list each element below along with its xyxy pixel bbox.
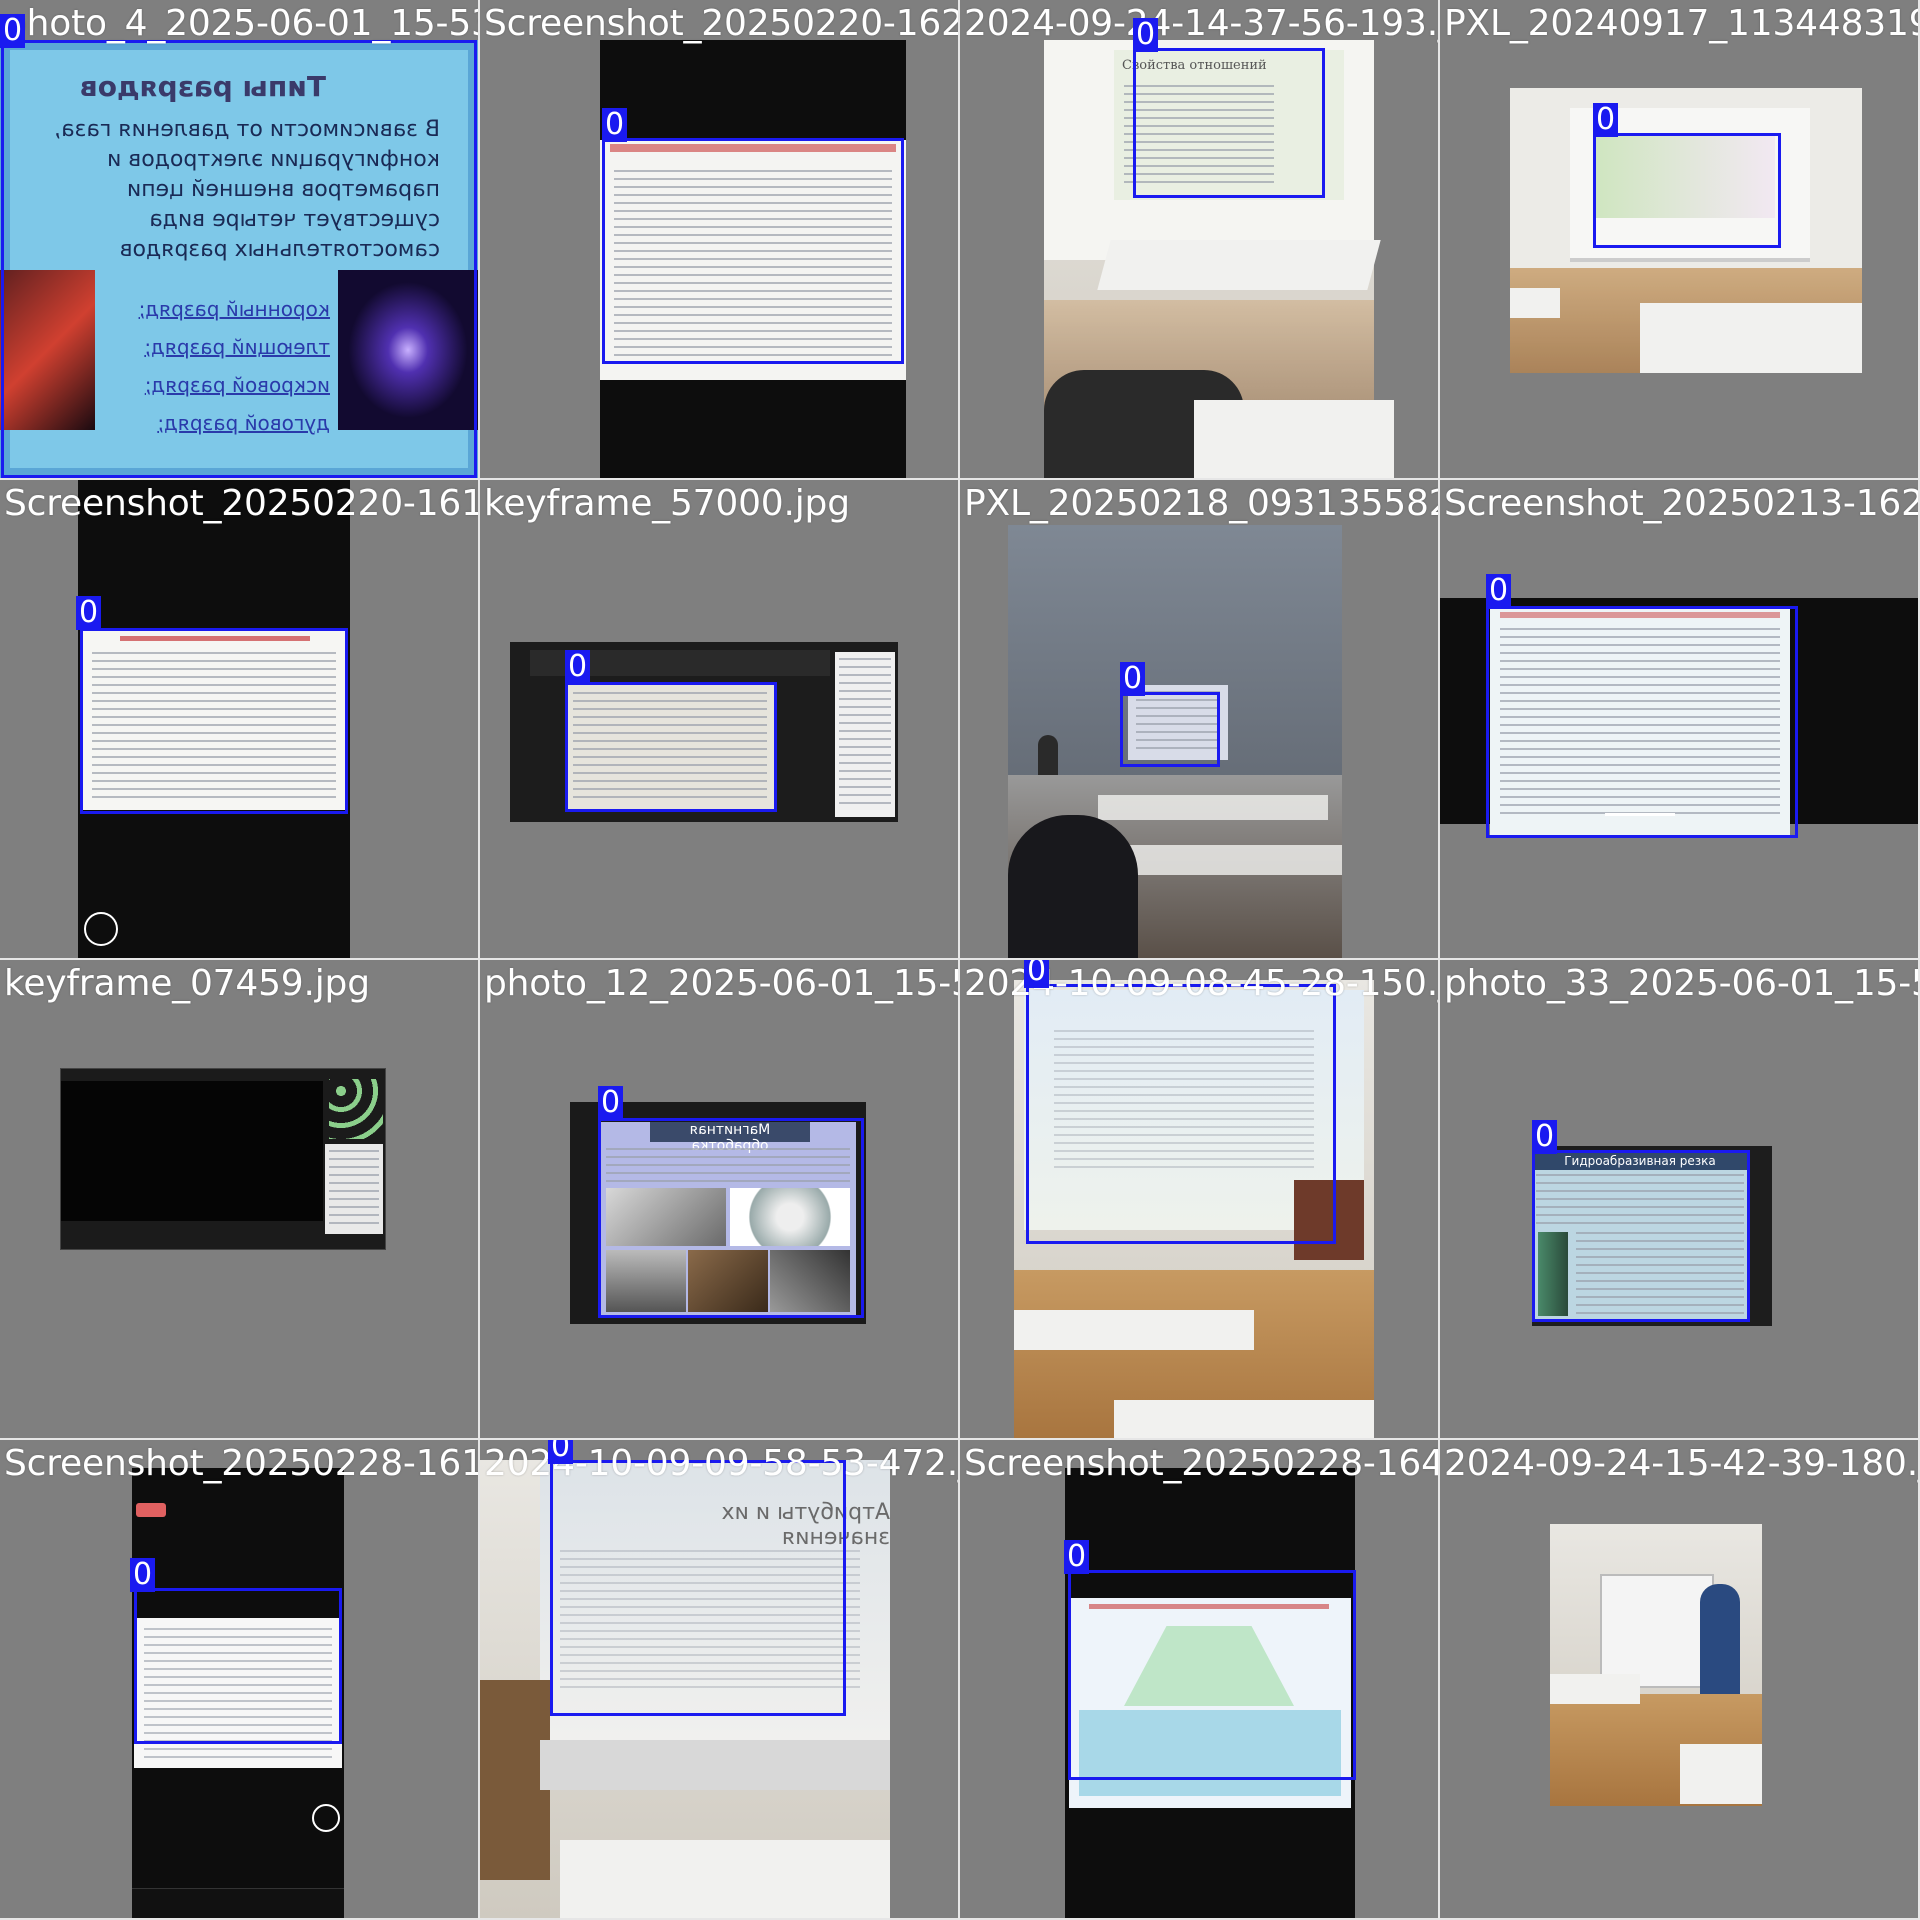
bbox-label: 0 [1532,1120,1558,1154]
file-name: 2024-09-24-14-37-56-193.jpg [964,3,1438,44]
zoom-screenshot [60,1068,386,1250]
room-photo: Атрибуты и их значения [480,1460,890,1918]
slide-photo: Типы разрядов В зависимости от давления … [0,40,478,478]
file-name: keyframe_07459.jpg [4,963,370,1004]
file-name: Screenshot_20250228-164403_Zoom.png [964,1443,1438,1484]
bbox-label: 0 [130,1558,156,1592]
bbox [602,138,904,364]
phone-screenshot [1065,1468,1355,1918]
bbox-label: 0 [1064,1540,1090,1574]
bbox-label: 0 [598,1086,624,1120]
tile-12: Гидроабразивная резка 0 photo_33_2025-06… [1440,960,1918,1438]
tile-13: 0 Screenshot_20250228-161352_Zoom.png [0,1440,478,1918]
file-name: Screenshot_20250213-1624 [1444,483,1918,524]
bbox-label: 0 [1486,574,1512,608]
file-name: Screenshot_20250228-161352_Zoom.png [4,1443,478,1484]
file-name: photo_33_2025-06-01_15-53 [1444,963,1918,1004]
bbox-label: 0 [0,14,26,48]
bbox [550,1460,846,1716]
file-name: Screenshot_20250220-162016_Zoom.png [484,3,958,44]
tile-15: 0 Screenshot_20250228-164403_Zoom.png [960,1440,1438,1918]
bbox [1120,692,1220,767]
tile-6: 0 keyframe_57000.jpg [480,480,958,958]
tile-5: 0 Screenshot_20250220-161947_Zoom.png [0,480,478,958]
bbox [1133,48,1325,198]
bbox [1532,1150,1750,1322]
bbox [1068,1570,1356,1780]
bbox [80,628,348,814]
tile-9: keyframe_07459.jpg [0,960,478,1438]
file-name: photo_4_2025-06-01_15-53-54.jpg [4,3,478,44]
tablet-screenshot [1440,598,1918,838]
bbox-label: 0 [1593,103,1619,137]
bbox-label: 0 [1120,662,1146,696]
bbox-label: 0 [76,596,102,630]
bbox [1486,606,1798,838]
bbox-label: 0 [602,108,628,142]
tile-11: 0 2024-10-09-08-45-28-150.jpg [960,960,1438,1438]
phone-screenshot [78,480,350,958]
file-name: 2024-09-24-15-42-39-180.jpg [1444,1443,1918,1484]
room-photo: Свойства отношений [1044,40,1394,478]
tile-4: 0 PXL_20240917_113448319.jpg [1440,0,1918,478]
room-photo [1014,980,1374,1438]
phone-screenshot [600,40,906,478]
file-name: PXL_20240917_113448319.jpg [1444,3,1918,44]
bbox [134,1588,342,1744]
slide-title: Гидроабразивная резка [1532,1152,1748,1170]
tile-16: 2024-09-24-15-42-39-180.jpg [1440,1440,1918,1918]
slide-photo: Гидроабразивная резка [1532,1146,1772,1326]
file-name: PXL_20250218_093135582.jpg [964,483,1438,524]
bbox [1026,984,1336,1244]
tile-14: Атрибуты и их значения 0 2024-10-09-09-5… [480,1440,958,1918]
slide-title: Свойства отношений [1122,58,1267,73]
bbox-label: 0 [565,650,591,684]
tile-8: 0 Screenshot_20250213-1624 [1440,480,1918,958]
bbox-label: 0 [548,1440,574,1464]
phone-screenshot [132,1468,344,1918]
bbox-label: 0 [1024,960,1050,988]
file-name: photo_12_2025-06-01_15-53-54.jpg [484,963,958,1004]
bbox-label: 0 [1133,18,1159,52]
tile-3: Свойства отношений 0 2024-09-24-14-37-56… [960,0,1438,478]
file-name: keyframe_57000.jpg [484,483,850,524]
bbox [598,1118,864,1318]
bbox [1,40,477,478]
tile-10: Магнитная обработка 0 photo_12_2025-06-0… [480,960,958,1438]
tile-2: 0 Screenshot_20250220-162016_Zoom.png [480,0,958,478]
tile-7: 0 PXL_20250218_093135582.jpg [960,480,1438,958]
slide-photo: Магнитная обработка [570,1102,866,1324]
bbox [1593,133,1781,248]
bbox [565,682,777,812]
room-photo [1550,1524,1762,1806]
file-name: Screenshot_20250220-161947_Zoom.png [4,483,478,524]
tile-1: Типы разрядов В зависимости от давления … [0,0,478,478]
room-photo [1008,525,1342,958]
